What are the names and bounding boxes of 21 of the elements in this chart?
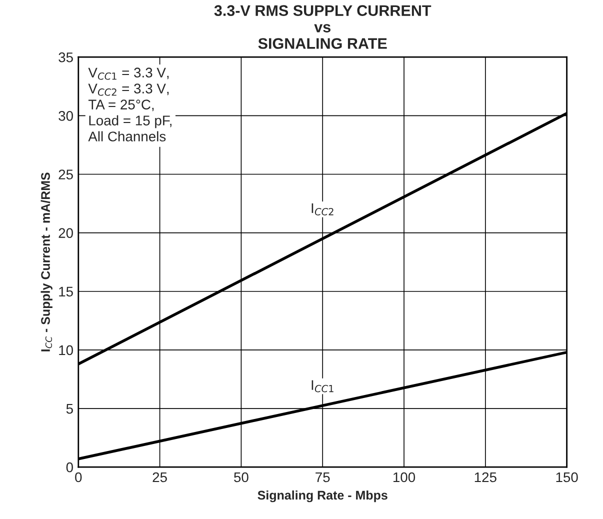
chart-title: 3.3-V RMS SUPPLY CURRENT vs SIGNALING RATE (214, 5, 432, 49)
y-tick-label: 30 (58, 110, 73, 121)
x-tick-label: 75 (316, 472, 330, 482)
y-tick-label: 25 (58, 170, 73, 180)
x-tick-label: 125 (474, 472, 496, 482)
y-tick-label: 5 (66, 404, 73, 414)
annotation: I$_{CC1}$ (312, 380, 334, 392)
x-tick-label: 100 (393, 472, 416, 482)
y-tick-label: 35 (58, 52, 73, 62)
x-tick-label: 150 (556, 472, 578, 482)
y-tick-label: 0 (66, 462, 73, 472)
x-tick-label: 0 (75, 472, 82, 482)
annotation: I$_{CC2}$ (312, 203, 334, 216)
x-tick-label: 25 (152, 472, 167, 482)
y-tick-label: 20 (58, 228, 73, 238)
y-tick-label: 15 (59, 286, 73, 297)
y-axis-title: I$_{CC}$ - Supply Current - mA/RMS (40, 172, 52, 352)
x-axis-title: Signaling Rate - Mbps (258, 490, 388, 502)
y-tick-label: 10 (59, 345, 73, 356)
text: V$_{CC1}$ = 3.3 V, V$_{CC2}$ = 3.3 V, TA = 25°C, Load = 15 pF, All Channels (88, 68, 172, 142)
x-tick-label: 50 (234, 472, 248, 482)
